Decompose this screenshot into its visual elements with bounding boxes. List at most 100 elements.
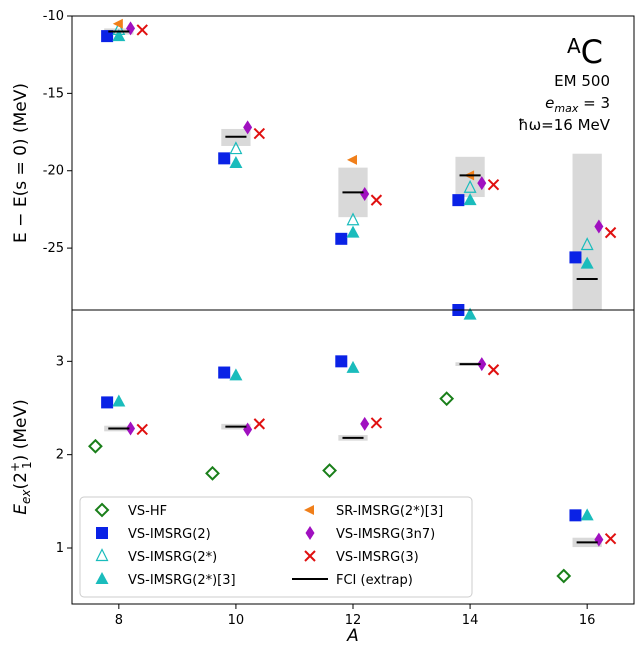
bottom-point-vs-imsrg-3- xyxy=(604,532,617,545)
top-point-vs-imsrg-3--stroke-b xyxy=(487,178,500,191)
top-ytick-label: -25 xyxy=(43,241,64,256)
bottom-ytick-label: 3 xyxy=(56,354,64,369)
top-point-vs-imsrg-2- xyxy=(346,212,360,226)
annotation: AC EM 500 emax = 3 ħω=16 MeV xyxy=(518,33,611,134)
legend-label: VS-IMSRG(2) xyxy=(128,527,211,542)
legend-marker-vs-imsrg-3--stroke-b xyxy=(304,550,316,562)
legend: VS-HF VS-IMSRG(2) VS-IMSRG(2*) VS-IMSRG(2*)… xyxy=(79,496,473,598)
top-point-vs-imsrg-3--stroke-b xyxy=(136,24,148,36)
top-point-vs-imsrg-3n7- xyxy=(360,186,370,201)
ylabel-sub2: 1 xyxy=(20,461,34,469)
top-point-sr-imsrg-2-3- xyxy=(112,18,123,29)
bottom-point-vs-imsrg-2-3- xyxy=(580,508,594,521)
legend-marker-vs-imsrg-2- xyxy=(95,548,109,562)
top-point-vs-imsrg-3--stroke-b xyxy=(253,127,266,140)
top-point-vs-imsrg-2- xyxy=(218,152,231,165)
top-point-vs-imsrg-3- xyxy=(136,24,148,36)
top-ytick-label: -15 xyxy=(43,86,64,101)
ylabel-mid: (2 xyxy=(11,472,31,489)
bottom-point-vs-imsrg-3- xyxy=(487,364,500,376)
legend-marker-sr-imsrg-2-3- xyxy=(304,505,314,515)
legend-marker-vs-imsrg-2-3- xyxy=(95,572,109,584)
x-tick-label: 16 xyxy=(579,613,596,628)
bottom-point-vs-imsrg-2- xyxy=(218,366,231,379)
bottom-point-vs-hf xyxy=(88,438,103,454)
legend-marker-vs-hf xyxy=(94,502,110,518)
x-axis-label: A xyxy=(346,626,359,646)
bottom-point-vs-hf xyxy=(322,463,337,478)
bottom-point-vs-imsrg-2- xyxy=(101,396,114,409)
top-ylabel: E − E(s = 0) (MeV) xyxy=(11,83,31,243)
top-point-vs-imsrg-3n7- xyxy=(477,176,487,191)
emax-var: e xyxy=(545,94,554,112)
interaction-label: EM 500 xyxy=(554,72,610,90)
top-point-vs-imsrg-2-3- xyxy=(463,193,477,206)
top-point-vs-imsrg-2- xyxy=(452,194,465,207)
legend-marker-vs-imsrg-2- xyxy=(96,527,108,539)
legend-marker-vs-imsrg-3n7- xyxy=(305,526,315,540)
ylabel-sub: ex xyxy=(19,489,33,504)
legend-label: VS-HF xyxy=(128,504,167,519)
top-point-vs-imsrg-2-3- xyxy=(229,156,243,168)
homega-label: ħω=16 MeV xyxy=(518,116,611,134)
top-point-vs-imsrg-2-3- xyxy=(346,225,360,238)
bottom-ylabel: Eex(2+1) (MeV) xyxy=(8,399,34,514)
bottom-point-vs-imsrg-3n7- xyxy=(126,421,136,436)
emax-label: emax = 3 xyxy=(545,94,610,115)
top-point-vs-imsrg-3- xyxy=(253,127,266,140)
legend-frame xyxy=(79,496,473,598)
legend-label: VS-IMSRG(3n7) xyxy=(336,527,435,542)
top-point-sr-imsrg-2-3- xyxy=(347,154,357,165)
emax-sub: max xyxy=(554,102,578,115)
legend-label: VS-IMSRG(2*) xyxy=(128,550,217,565)
bottom-point-vs-hf xyxy=(205,465,220,481)
bottom-point-vs-imsrg-2-3- xyxy=(346,360,360,373)
top-point-vs-imsrg-3n7- xyxy=(594,219,604,234)
top-point-vs-imsrg-2- xyxy=(580,237,594,251)
bottom-point-vs-imsrg-3--stroke-b xyxy=(253,418,266,430)
legend-label: VS-IMSRG(3) xyxy=(336,550,419,565)
bottom-point-vs-imsrg-3--stroke-b xyxy=(487,364,500,376)
legend-label: VS-IMSRG(2*)[3] xyxy=(128,573,236,588)
top-point-vs-imsrg-2- xyxy=(335,232,348,245)
top-point-vs-imsrg-2- xyxy=(569,251,582,264)
x-tick-label: 10 xyxy=(228,613,245,628)
legend-label: SR-IMSRG(2*)[3] xyxy=(336,504,443,519)
top-panel-frame xyxy=(71,15,635,311)
top-ytick-label: -10 xyxy=(43,9,64,24)
x-tick-label: 8 xyxy=(115,613,123,628)
top-point-vs-imsrg-3- xyxy=(487,178,500,191)
legend-label: FCI (extrap) xyxy=(336,573,413,588)
bottom-point-vs-imsrg-3--stroke-b xyxy=(370,417,383,429)
top-point-vs-imsrg-3--stroke-b xyxy=(604,226,617,239)
top-point-vs-imsrg-3--stroke-b xyxy=(370,194,383,206)
bottom-point-vs-imsrg-2- xyxy=(335,355,348,368)
bottom-point-vs-hf xyxy=(439,391,455,407)
bottom-point-vs-imsrg-2-3- xyxy=(229,368,243,381)
ylabel-main: E xyxy=(11,504,31,515)
bottom-point-vs-imsrg-3--stroke-b xyxy=(604,532,617,545)
x-tick-label: 12 xyxy=(345,613,362,628)
top-point-vs-imsrg-2-3- xyxy=(112,29,126,42)
top-fci-band xyxy=(572,153,602,310)
top-ytick-label: -20 xyxy=(43,164,64,179)
top-point-vs-imsrg-2- xyxy=(101,30,114,43)
top-point-vs-imsrg-2- xyxy=(463,179,477,193)
bottom-point-vs-imsrg-2- xyxy=(569,509,582,522)
bottom-point-vs-imsrg-3n7- xyxy=(477,357,487,372)
bottom-point-vs-imsrg-3- xyxy=(370,417,383,429)
bottom-panel-frame xyxy=(71,309,635,605)
bottom-point-vs-imsrg-3- xyxy=(136,423,148,436)
emax-val: = 3 xyxy=(578,94,610,112)
bottom-point-vs-imsrg-2-3- xyxy=(463,307,477,320)
bottom-point-vs-imsrg-3n7- xyxy=(360,416,370,431)
top-point-vs-imsrg-2- xyxy=(229,141,243,155)
nucleus-sup: A xyxy=(567,34,581,58)
x-tick-label: 14 xyxy=(462,613,479,628)
legend-marker-vs-imsrg-3- xyxy=(304,550,316,562)
bottom-point-vs-imsrg-2-3- xyxy=(112,394,126,407)
bottom-point-vs-imsrg-3- xyxy=(253,418,266,430)
ylabel-sup: + xyxy=(8,462,22,472)
